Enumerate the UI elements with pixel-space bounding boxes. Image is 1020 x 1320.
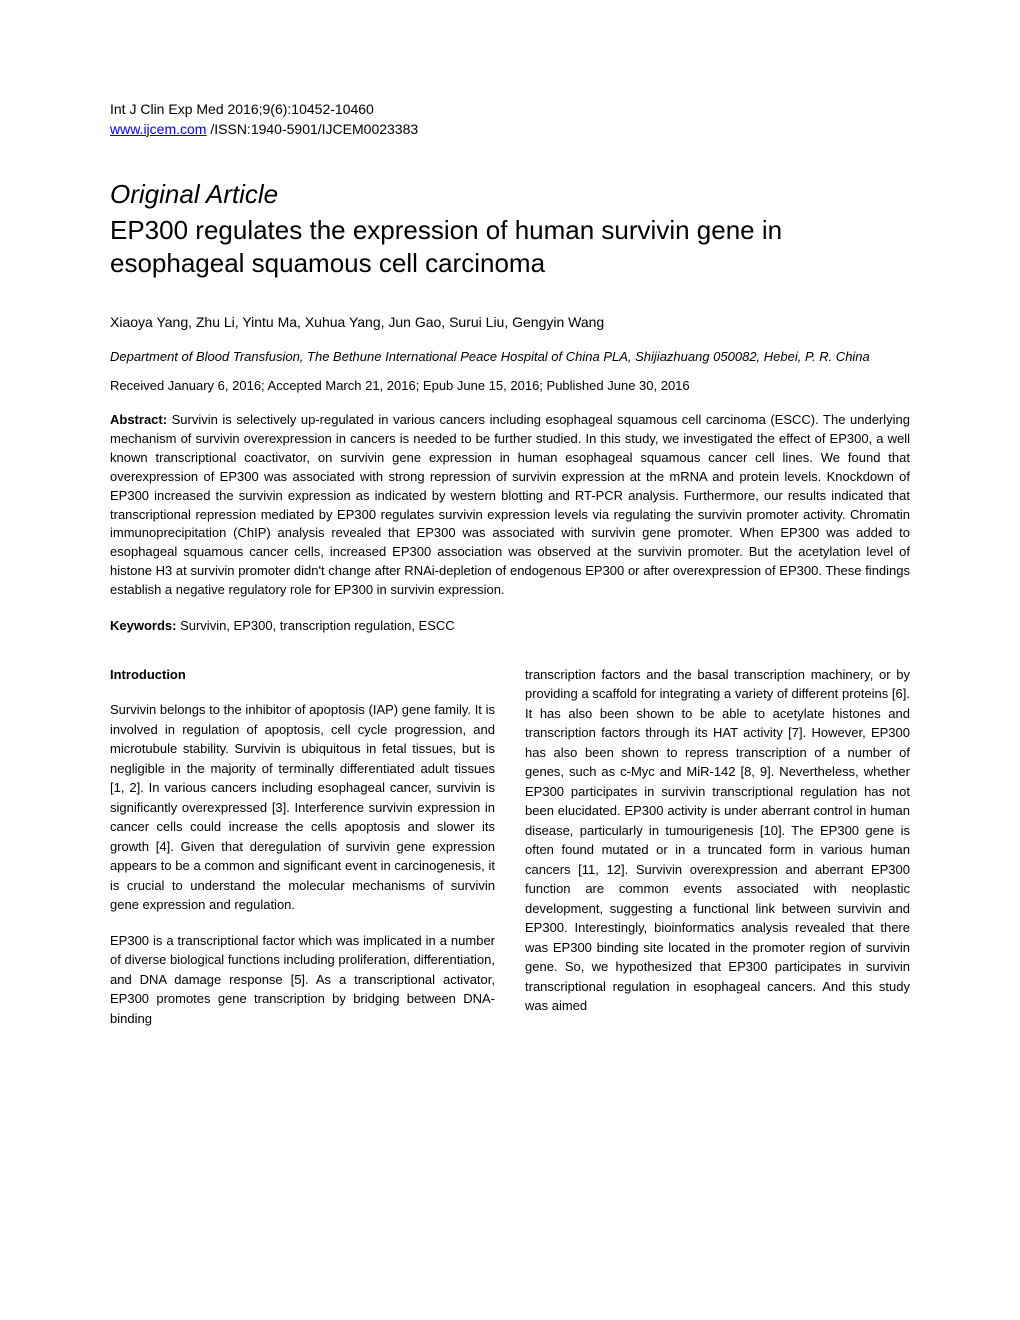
dates: Received January 6, 2016; Accepted March… [110, 378, 910, 393]
abstract-section: Abstract: Survivin is selectively up-reg… [110, 411, 910, 599]
body-paragraph: Survivin belongs to the inhibitor of apo… [110, 700, 495, 915]
article-type: Original Article [110, 179, 910, 210]
article-title: EP300 regulates the expression of human … [110, 214, 910, 279]
journal-info: Int J Clin Exp Med 2016;9(6):10452-10460… [110, 100, 910, 139]
column-right: transcription factors and the basal tran… [525, 665, 910, 1045]
keywords-text: Survivin, EP300, transcription regulatio… [176, 618, 454, 633]
column-left: Introduction Survivin belongs to the inh… [110, 665, 495, 1045]
body-paragraph: EP300 is a transcriptional factor which … [110, 931, 495, 1029]
journal-issn: /ISSN:1940-5901/IJCEM0023383 [206, 121, 418, 137]
journal-link[interactable]: www.ijcem.com [110, 121, 206, 137]
introduction-heading: Introduction [110, 665, 495, 685]
affiliation: Department of Blood Transfusion, The Bet… [110, 348, 910, 366]
journal-link-row: www.ijcem.com /ISSN:1940-5901/IJCEM00233… [110, 120, 910, 140]
authors: Xiaoya Yang, Zhu Li, Yintu Ma, Xuhua Yan… [110, 314, 910, 330]
keywords-section: Keywords: Survivin, EP300, transcription… [110, 618, 910, 633]
keywords-label: Keywords: [110, 618, 176, 633]
abstract-text: Survivin is selectively up-regulated in … [110, 412, 910, 597]
abstract-label: Abstract: [110, 412, 167, 427]
body-columns: Introduction Survivin belongs to the inh… [110, 665, 910, 1045]
body-paragraph: transcription factors and the basal tran… [525, 665, 910, 1016]
journal-citation: Int J Clin Exp Med 2016;9(6):10452-10460 [110, 100, 910, 120]
